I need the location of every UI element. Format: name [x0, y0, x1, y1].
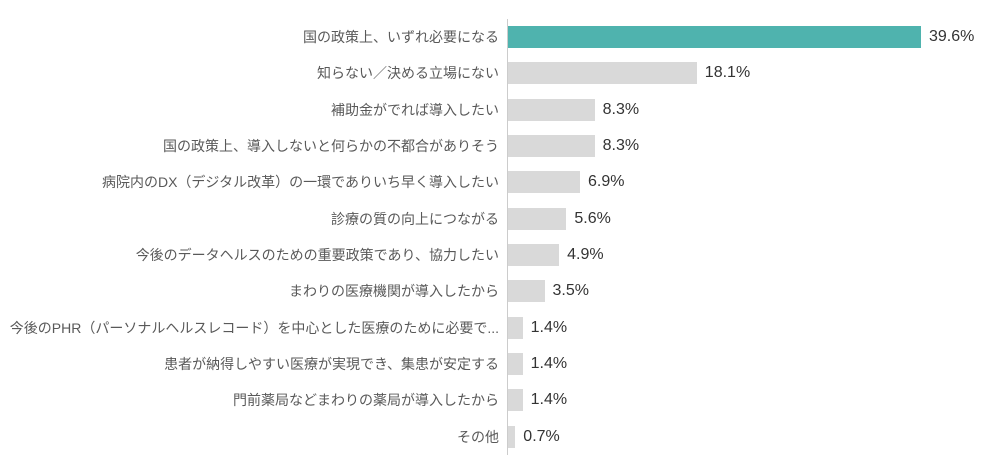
- bar[interactable]: [508, 316, 523, 339]
- bar-row: 病院内のDX（デジタル改革）の一環でありいち早く導入したい 6.9%: [0, 164, 1000, 201]
- value-label: 8.3%: [602, 100, 640, 118]
- bar[interactable]: [508, 353, 523, 376]
- plot-area: 1.4%: [507, 345, 1000, 383]
- bar-row: 診療の質の向上につながる 5.6%: [0, 200, 1000, 237]
- value-label: 3.5%: [552, 282, 589, 300]
- bar-row: 今後のPHR（パーソナルヘルスレコード）を中心とした医療のために必要で... 1…: [0, 309, 1000, 346]
- category-label: 今後のデータヘルスのための重要政策であり、協力したい: [135, 247, 499, 264]
- value-label: 1.4%: [530, 355, 568, 373]
- bar-row: 門前薬局などまわりの薬局が導入したから 1.4%: [0, 382, 1000, 419]
- plot-area: 8.3%: [507, 127, 1000, 165]
- bar[interactable]: [508, 62, 697, 85]
- bar-row: 今後のデータヘルスのための重要政策であり、協力したい 4.9%: [0, 236, 1000, 274]
- plot-area: 39.6%: [507, 19, 1000, 56]
- category-label: 今後のPHR（パーソナルヘルスレコード）を中心とした医療のために必要で...: [9, 319, 499, 336]
- category-label: まわりの医療機関が導入したから: [289, 283, 499, 300]
- plot-area: 1.4%: [507, 382, 1000, 419]
- bar[interactable]: [508, 389, 523, 412]
- value-label: 6.9%: [588, 173, 625, 191]
- bar-rows: 国の政策上、いずれ必要になる 39.6% 知らない／決める立場にない 18.1%…: [0, 19, 1000, 455]
- bar[interactable]: [508, 207, 567, 230]
- plot-area: 3.5%: [507, 273, 1000, 310]
- plot-area: 5.6%: [507, 200, 1000, 237]
- value-label: 5.6%: [574, 209, 611, 227]
- bar-row: 補助金がでれば導入したい 8.3%: [0, 91, 1000, 128]
- bar-row: 国の政策上、導入しないと何らかの不都合がありそう 8.3%: [0, 127, 1000, 165]
- value-label: 39.6%: [929, 28, 975, 46]
- bar[interactable]: [508, 135, 595, 158]
- value-label: 0.7%: [523, 427, 560, 445]
- bar[interactable]: [508, 425, 516, 448]
- bar-row: その他 0.7%: [0, 418, 1000, 455]
- category-label: 病院内のDX（デジタル改革）の一環でありいち早く導入したい: [101, 174, 499, 191]
- category-label: 補助金がでれば導入したい: [331, 101, 499, 118]
- category-label: 知らない／決める立場にない: [317, 65, 499, 82]
- bar-row: まわりの医療機関が導入したから 3.5%: [0, 273, 1000, 310]
- category-label: 患者が納得しやすい医療が実現でき、集患が安定する: [164, 356, 499, 373]
- bar[interactable]: [508, 98, 595, 121]
- bar[interactable]: [508, 26, 921, 49]
- bar[interactable]: [508, 244, 560, 267]
- plot-area: 0.7%: [507, 418, 1000, 455]
- plot-area: 18.1%: [507, 55, 1000, 92]
- bar-row: 国の政策上、いずれ必要になる 39.6%: [0, 19, 1000, 56]
- category-label: 国の政策上、導入しないと何らかの不都合がありそう: [163, 138, 499, 155]
- value-label: 18.1%: [704, 64, 751, 82]
- bar-row: 患者が納得しやすい医療が実現でき、集患が安定する 1.4%: [0, 345, 1000, 383]
- category-label: 国の政策上、いずれ必要になる: [303, 29, 499, 46]
- plot-area: 8.3%: [507, 91, 1000, 128]
- plot-area: 6.9%: [507, 164, 1000, 201]
- category-label: その他: [457, 428, 499, 445]
- value-label: 1.4%: [530, 318, 568, 336]
- category-label: 診療の質の向上につながる: [331, 210, 499, 227]
- value-label: 1.4%: [530, 391, 568, 409]
- value-label: 8.3%: [602, 137, 640, 155]
- bar[interactable]: [508, 171, 580, 194]
- plot-area: 1.4%: [507, 309, 1000, 346]
- value-label: 4.9%: [567, 246, 604, 264]
- category-label: 門前薬局などまわりの薬局が導入したから: [233, 392, 499, 409]
- bar-row: 知らない／決める立場にない 18.1%: [0, 55, 1000, 92]
- plot-area: 4.9%: [507, 236, 1000, 274]
- bar[interactable]: [508, 280, 545, 303]
